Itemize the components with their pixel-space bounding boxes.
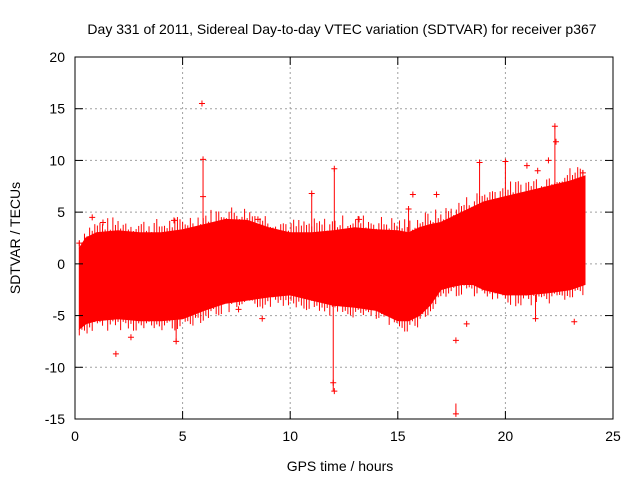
data-layer [76, 100, 586, 417]
data-point [463, 320, 470, 327]
data-point [405, 206, 412, 213]
x-tick-label: 0 [71, 428, 79, 444]
data-point [331, 165, 338, 172]
data-point [551, 123, 558, 130]
x-tick-label: 25 [605, 428, 621, 444]
data-point [452, 410, 459, 417]
data-point [198, 100, 205, 107]
data-point [99, 219, 106, 226]
data-point [308, 190, 315, 197]
chart-title: Day 331 of 2011, Sidereal Day-to-day VTE… [87, 21, 596, 37]
data-point [452, 337, 459, 344]
y-tick-label: -15 [45, 411, 65, 427]
y-tick-label: 20 [49, 49, 65, 65]
y-axis-label: SDTVAR / TECUs [7, 182, 23, 294]
x-tick-label: 15 [390, 428, 406, 444]
data-point [409, 191, 416, 198]
y-tick-label: -10 [45, 359, 65, 375]
data-point [502, 158, 509, 165]
y-tick-label: 0 [57, 256, 65, 272]
data-point [127, 334, 134, 341]
y-tick-label: 15 [49, 101, 65, 117]
data-point [571, 318, 578, 325]
data-point [259, 315, 266, 322]
y-tick-label: -5 [53, 308, 66, 324]
data-point [545, 157, 552, 164]
data-point [200, 156, 207, 163]
data-point [200, 193, 207, 200]
data-point [330, 379, 337, 386]
data-point [89, 214, 96, 221]
data-point [532, 315, 539, 322]
data-point [254, 216, 261, 223]
plot-frame [74, 56, 614, 420]
data-point [170, 217, 177, 224]
data-point [112, 350, 119, 357]
data-point [235, 306, 242, 313]
x-axis-label: GPS time / hours [287, 458, 394, 474]
y-tick-label: 10 [49, 152, 65, 168]
data-point [534, 167, 541, 174]
data-point [476, 159, 483, 166]
data-point [356, 216, 363, 223]
data-point [173, 338, 180, 345]
data-point [331, 388, 338, 395]
data-point [552, 138, 559, 145]
data-point [579, 169, 586, 176]
x-tick-label: 10 [282, 428, 298, 444]
data-band [78, 175, 586, 331]
data-point [388, 307, 395, 314]
y-tick-label: 5 [57, 204, 65, 220]
data-point [523, 162, 530, 169]
data-point [433, 191, 440, 198]
data-point [76, 240, 83, 247]
axis-ticks: 0 5 10 15 20 25 -15 -10 -5 0 5 10 15 20 [45, 49, 621, 444]
x-tick-label: 5 [179, 428, 187, 444]
x-tick-label: 20 [498, 428, 514, 444]
